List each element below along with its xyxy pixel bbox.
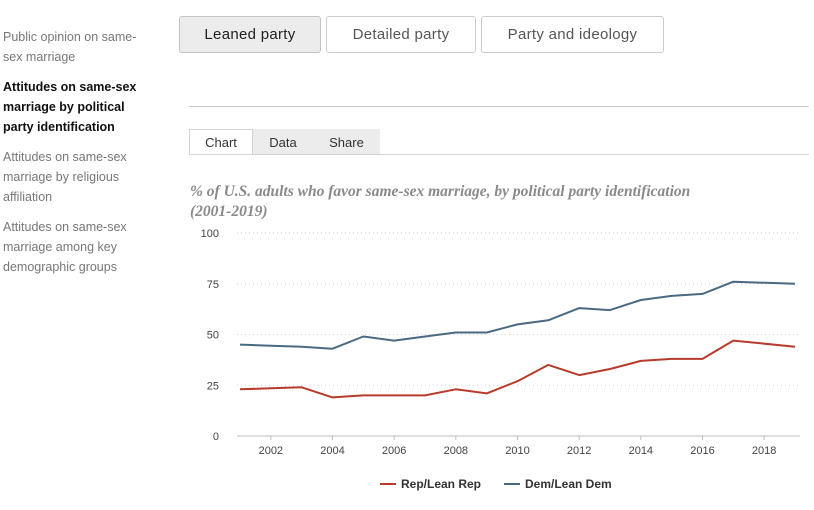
- subtab-share[interactable]: Share: [313, 129, 380, 155]
- legend-label-1: Dem/Lean Dem: [525, 477, 612, 491]
- y-tick-label-50: 50: [207, 330, 219, 342]
- x-tick-label-2018: 2018: [752, 445, 776, 457]
- subtab-data[interactable]: Data: [253, 129, 313, 155]
- sidebar-nav: Public opinion on same-sex marriage Atti…: [3, 27, 153, 287]
- sidebar-item-by-religion[interactable]: Attitudes on same-sex marriage by religi…: [3, 150, 127, 204]
- sidebar-item-by-party[interactable]: Attitudes on same-sex marriage by politi…: [3, 80, 137, 134]
- y-tick-label-100: 100: [201, 228, 219, 240]
- series-line-rep-lean-rep: [239, 339, 796, 399]
- section-divider: [189, 106, 809, 107]
- tab-detailed-party[interactable]: Detailed party: [326, 16, 476, 53]
- tab-leaned-party[interactable]: Leaned party: [179, 16, 321, 53]
- subtab-chart[interactable]: Chart: [189, 129, 253, 155]
- chart-title: % of U.S. adults who favor same-sex marr…: [190, 183, 691, 220]
- chart-subtabs: Chart Data Share: [189, 129, 380, 155]
- x-tick-label-2008: 2008: [444, 445, 468, 457]
- series-line-dem-lean-dem: [239, 280, 796, 350]
- tab-party-and-ideology[interactable]: Party and ideology: [481, 16, 664, 53]
- x-tick-label-2006: 2006: [382, 445, 406, 457]
- sidebar-item-demographics[interactable]: Attitudes on same-sex marriage among key…: [3, 220, 127, 274]
- y-tick-label-25: 25: [207, 380, 219, 392]
- x-tick-label-2014: 2014: [629, 445, 653, 457]
- x-tick-label-2004: 2004: [320, 445, 344, 457]
- subtabs-divider: [189, 154, 809, 155]
- legend-label-0: Rep/Lean Rep: [401, 477, 481, 491]
- x-tick-label-2010: 2010: [505, 445, 529, 457]
- y-tick-label-75: 75: [207, 279, 219, 291]
- view-tabs: Leaned party Detailed party Party and id…: [179, 16, 664, 53]
- x-tick-label-2012: 2012: [567, 445, 591, 457]
- sidebar-item-public-opinion[interactable]: Public opinion on same-sex marriage: [3, 30, 137, 64]
- y-tick-label-0: 0: [213, 431, 219, 443]
- x-tick-label-2016: 2016: [690, 445, 714, 457]
- x-tick-label-2002: 2002: [259, 445, 283, 457]
